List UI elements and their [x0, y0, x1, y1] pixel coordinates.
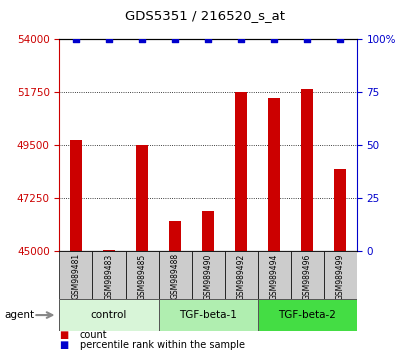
Bar: [301, 88, 312, 251]
Point: [204, 36, 211, 42]
Bar: [290, 251, 323, 299]
Text: control: control: [90, 310, 127, 320]
Bar: [224, 251, 257, 299]
Bar: [191, 251, 224, 299]
Text: GSM989488: GSM989488: [170, 253, 179, 299]
Point: [303, 36, 310, 42]
Bar: [158, 299, 257, 331]
Text: GSM989494: GSM989494: [269, 253, 278, 299]
Point: [138, 36, 145, 42]
Point: [336, 36, 343, 42]
Point: [270, 36, 277, 42]
Text: GSM989481: GSM989481: [71, 253, 80, 299]
Bar: [59, 251, 92, 299]
Text: GSM989490: GSM989490: [203, 253, 212, 299]
Text: GDS5351 / 216520_s_at: GDS5351 / 216520_s_at: [125, 9, 284, 22]
Text: percentile rank within the sample: percentile rank within the sample: [80, 341, 244, 350]
Bar: [125, 251, 158, 299]
Point: [237, 36, 244, 42]
Point: [171, 36, 178, 42]
Bar: [103, 250, 115, 251]
Bar: [136, 145, 147, 251]
Text: count: count: [80, 330, 107, 340]
Bar: [169, 221, 180, 251]
Bar: [70, 141, 81, 251]
Text: TGF-beta-1: TGF-beta-1: [179, 310, 236, 320]
Bar: [334, 169, 345, 251]
Bar: [235, 92, 246, 251]
Bar: [158, 251, 191, 299]
Point: [72, 36, 79, 42]
Text: GSM989483: GSM989483: [104, 253, 113, 299]
Bar: [257, 251, 290, 299]
Bar: [59, 299, 158, 331]
Bar: [323, 251, 356, 299]
Bar: [92, 251, 125, 299]
Bar: [202, 211, 213, 251]
Bar: [257, 299, 356, 331]
Text: GSM989492: GSM989492: [236, 253, 245, 299]
Bar: [268, 98, 279, 251]
Text: agent: agent: [4, 310, 34, 320]
Text: GSM989485: GSM989485: [137, 253, 146, 299]
Text: ■: ■: [59, 330, 69, 340]
Text: GSM989499: GSM989499: [335, 253, 344, 299]
Text: ■: ■: [59, 341, 69, 350]
Text: TGF-beta-2: TGF-beta-2: [278, 310, 335, 320]
Text: GSM989496: GSM989496: [302, 253, 311, 299]
Point: [106, 36, 112, 42]
